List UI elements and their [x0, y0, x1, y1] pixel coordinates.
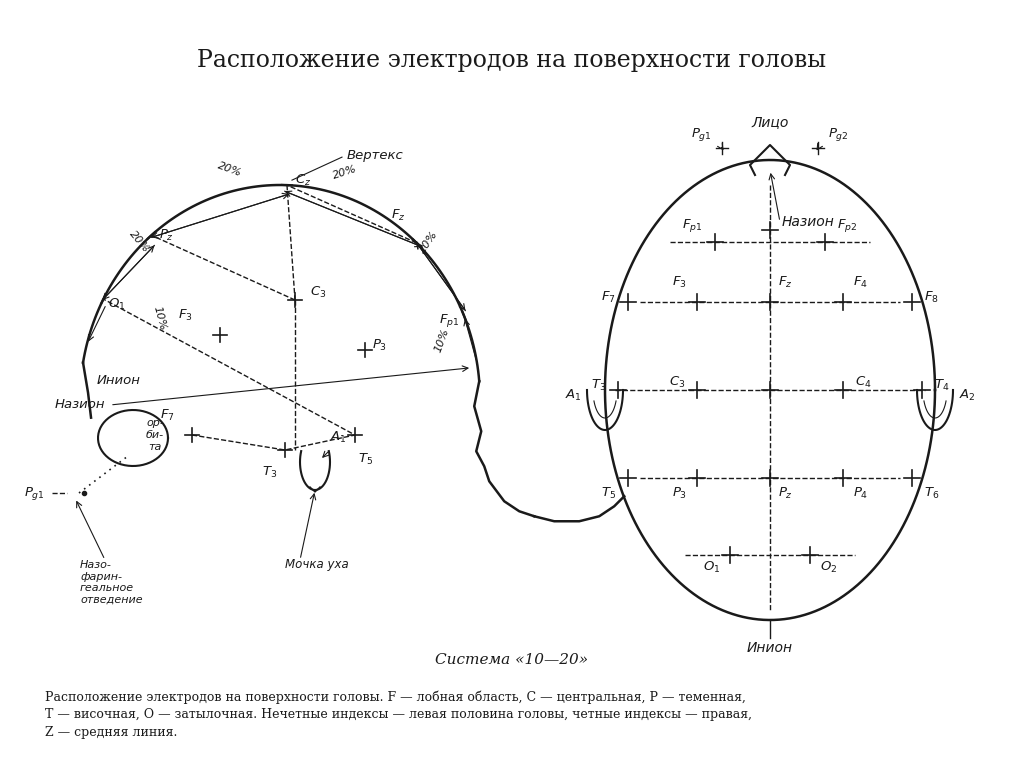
Text: $F_8$: $F_8$ [924, 289, 939, 304]
Text: $O_1$: $O_1$ [702, 560, 720, 575]
Text: 20%: 20% [216, 161, 244, 179]
Text: $P_3$: $P_3$ [672, 486, 687, 501]
Text: Лицо: Лицо [752, 115, 788, 129]
Text: $F_{p1}$: $F_{p1}$ [438, 312, 459, 330]
Text: $C_3$: $C_3$ [669, 374, 685, 390]
Text: Система «10—20»: Система «10—20» [435, 653, 589, 667]
Text: $C_3$: $C_3$ [310, 285, 327, 300]
Text: $O_1$: $O_1$ [109, 297, 126, 311]
Text: $F_3$: $F_3$ [672, 275, 687, 290]
Text: $F_3$: $F_3$ [177, 308, 193, 323]
Text: 20%: 20% [418, 229, 440, 255]
Text: $F_z$: $F_z$ [391, 208, 406, 222]
Text: $P_z$: $P_z$ [778, 486, 793, 501]
Text: Расположение электродов на поверхности головы: Расположение электродов на поверхности г… [198, 48, 826, 71]
Text: $P_{g1}$: $P_{g1}$ [25, 485, 45, 502]
Text: Назион: Назион [782, 215, 835, 229]
Text: $T_6$: $T_6$ [924, 486, 939, 501]
Text: $F_7$: $F_7$ [601, 289, 616, 304]
Text: Назион: Назион [55, 399, 105, 412]
Text: $O_2$: $O_2$ [820, 560, 838, 575]
Text: $T_3$: $T_3$ [591, 377, 606, 393]
Text: ор-
би-
та: ор- би- та [146, 419, 164, 452]
Text: $P_{g2}$: $P_{g2}$ [828, 126, 849, 143]
Text: $P_3$: $P_3$ [372, 337, 387, 353]
Text: 20%: 20% [332, 163, 358, 181]
Text: $A_1$: $A_1$ [564, 387, 582, 403]
Text: $A_2$: $A_2$ [958, 387, 975, 403]
Text: 10%: 10% [152, 304, 168, 331]
Text: Z — средняя линия.: Z — средняя линия. [45, 726, 177, 739]
Text: $F_7$: $F_7$ [160, 407, 175, 423]
Text: $T_5$: $T_5$ [358, 452, 373, 467]
Text: $P_z$: $P_z$ [160, 228, 174, 243]
Text: $C_z$: $C_z$ [295, 173, 311, 188]
Text: $F_4$: $F_4$ [853, 275, 868, 290]
Text: Мочка уха: Мочка уха [285, 558, 349, 571]
Text: $F_z$: $F_z$ [778, 275, 793, 290]
Text: $P_{g1}$: $P_{g1}$ [691, 126, 712, 143]
Text: $T_3$: $T_3$ [262, 465, 278, 480]
Text: $F_{p2}$: $F_{p2}$ [837, 217, 857, 234]
Text: $P_4$: $P_4$ [853, 486, 868, 501]
Text: Инион: Инион [746, 641, 793, 655]
Text: Инион: Инион [97, 374, 140, 387]
Text: Вертекс: Вертекс [347, 149, 403, 162]
Text: $A_1$: $A_1$ [330, 430, 347, 445]
Text: Назо-
фарин-
геальное
отведение: Назо- фарин- геальное отведение [80, 560, 142, 605]
Text: $T_4$: $T_4$ [934, 377, 949, 393]
Text: $F_{p1}$: $F_{p1}$ [682, 217, 703, 234]
Text: 10%: 10% [433, 328, 452, 354]
Text: T — височная, O — затылочная. Нечетные индексы — левая половина головы, четные и: T — височная, O — затылочная. Нечетные и… [45, 708, 752, 721]
Text: Расположение электродов на поверхности головы. F — лобная область, C — центральн: Расположение электродов на поверхности г… [45, 690, 745, 703]
Text: 20%: 20% [128, 229, 152, 255]
Text: $C_4$: $C_4$ [855, 374, 871, 390]
Text: $T_5$: $T_5$ [601, 486, 616, 501]
